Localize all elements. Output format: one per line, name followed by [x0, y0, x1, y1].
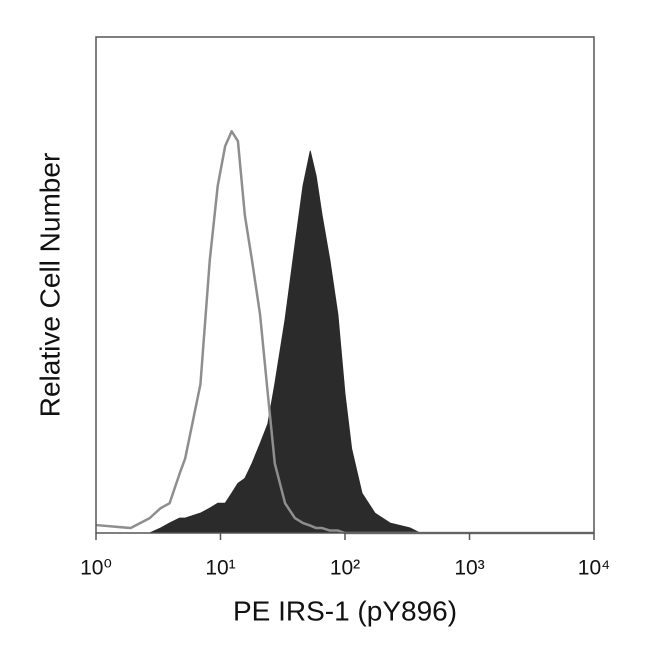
y-axis-label: Relative Cell Number — [34, 153, 65, 418]
x-tick-label: 10¹ — [205, 557, 235, 580]
x-tick-label: 10⁴ — [578, 557, 610, 580]
histogram-area — [95, 150, 595, 534]
x-tick-label: 10³ — [454, 557, 484, 580]
x-tick-label: 10² — [330, 557, 360, 580]
x-axis-label: PE IRS-1 (pY896) — [233, 595, 457, 626]
x-tick-label: 10⁰ — [80, 557, 112, 580]
